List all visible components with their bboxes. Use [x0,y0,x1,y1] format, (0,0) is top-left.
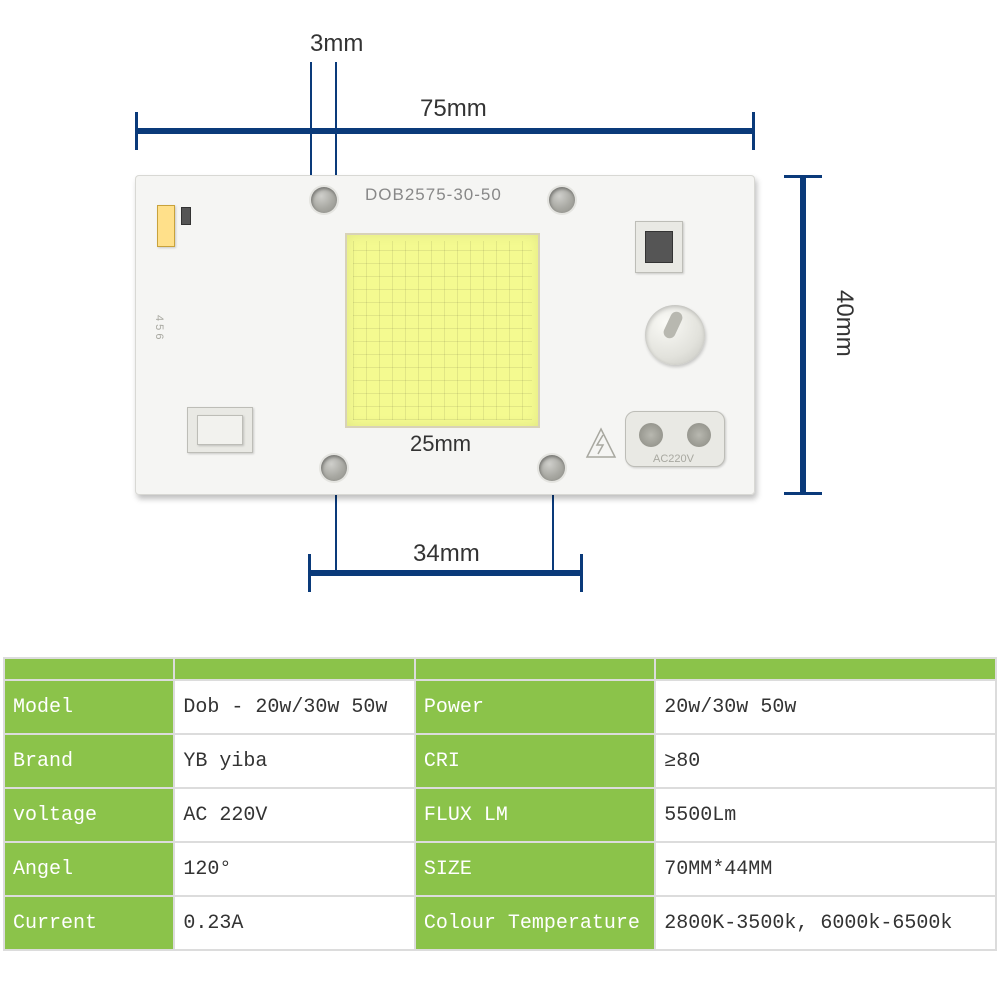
dim-40mm-tick-t [784,175,822,178]
lightning-icon [585,427,617,459]
component-chip [157,205,175,247]
dim-3mm-line-right [335,62,337,190]
spec-value: 20w/30w 50w [655,680,996,734]
spec-label: Model [4,680,174,734]
mounting-hole [539,455,565,481]
adjustment-knob [645,305,705,365]
dim-34mm-tick-l [308,554,311,592]
spec-value: ≥80 [655,734,996,788]
dim-3mm-line-left [310,62,312,190]
spec-header-cell [655,658,996,680]
spec-header-cell [415,658,655,680]
table-row: voltage AC 220V FLUX LM 5500Lm [4,788,996,842]
dim-75mm-tick-r [752,112,755,150]
dim-40mm-tick-b [784,492,822,495]
spec-label: Angel [4,842,174,896]
table-row: Brand YB yiba CRI ≥80 [4,734,996,788]
dim-75mm-label: 75mm [420,95,487,123]
spec-value: YB yiba [174,734,414,788]
board-marking: 4 5 6 [153,315,165,339]
table-row: Angel 120° SIZE 70MM*44MM [4,842,996,896]
dim-3mm-label: 3mm [310,30,363,58]
spec-table-wrap: Model Dob - 20w/30w 50w Power 20w/30w 50… [0,657,1000,951]
component-chip [197,415,243,445]
spec-label: Brand [4,734,174,788]
spec-header-row [4,658,996,680]
spec-label: CRI [415,734,655,788]
diagram-area: 3mm 75mm 40mm 34mm DOB2575-30-50 25mm 4 … [0,0,1000,620]
component-chip [645,231,673,263]
mounting-hole [321,455,347,481]
dim-25mm-label: 25mm [410,431,471,457]
spec-value: AC 220V [174,788,414,842]
dim-75mm-bar [135,128,755,134]
mounting-hole [549,187,575,213]
led-dot-grid [353,241,532,420]
spec-table: Model Dob - 20w/30w 50w Power 20w/30w 50… [3,657,997,951]
spec-value: 70MM*44MM [655,842,996,896]
spec-label: FLUX LM [415,788,655,842]
solder-pad [687,423,711,447]
spec-label: voltage [4,788,174,842]
spec-header-cell [4,658,174,680]
led-board: DOB2575-30-50 25mm 4 5 6 AC220V [135,175,755,495]
spec-value: 0.23A [174,896,414,950]
dim-34mm-label: 34mm [413,540,480,568]
spec-value: Dob - 20w/30w 50w [174,680,414,734]
spec-header-cell [174,658,414,680]
spec-label: SIZE [415,842,655,896]
spec-label: Colour Temperature [415,896,655,950]
spec-value: 120° [174,842,414,896]
board-part-number: DOB2575-30-50 [365,185,502,205]
table-row: Model Dob - 20w/30w 50w Power 20w/30w 50… [4,680,996,734]
spec-label: Power [415,680,655,734]
dim-34mm-bar [308,570,583,576]
dim-40mm-label: 40mm [830,290,858,357]
dim-75mm-tick-l [135,112,138,150]
mounting-hole [311,187,337,213]
dim-34mm-tick-r [580,554,583,592]
spec-value: 5500Lm [655,788,996,842]
solder-pad [639,423,663,447]
table-row: Current 0.23A Colour Temperature 2800K-3… [4,896,996,950]
component-chip [181,207,191,225]
led-emitting-area [345,233,540,428]
spec-value: 2800K-3500k, 6000k-6500k [655,896,996,950]
dim-40mm-bar [800,175,806,495]
spec-label: Current [4,896,174,950]
ac-label: AC220V [653,453,694,465]
